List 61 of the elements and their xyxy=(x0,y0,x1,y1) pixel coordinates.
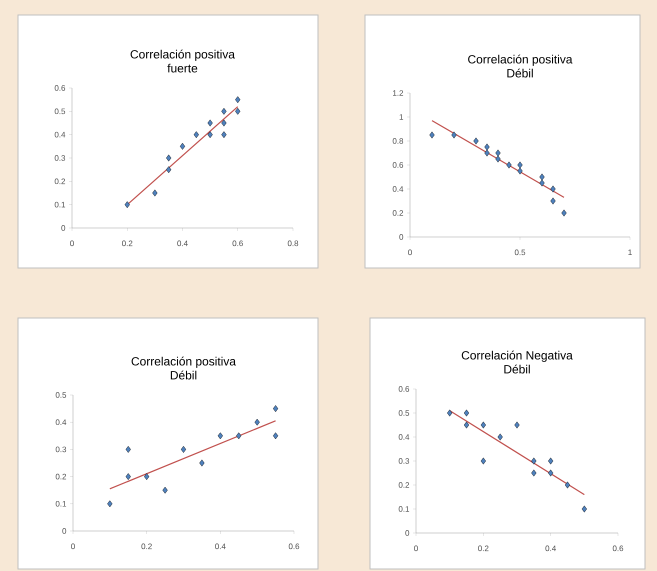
point xyxy=(564,482,570,488)
point xyxy=(152,190,158,196)
point xyxy=(582,506,587,512)
point xyxy=(484,144,490,150)
point xyxy=(548,458,554,464)
point xyxy=(166,154,172,162)
point xyxy=(221,108,227,115)
chart-title: Correlación Negativa xyxy=(462,350,573,362)
point xyxy=(272,432,278,440)
point xyxy=(235,96,240,104)
point xyxy=(514,422,520,428)
point xyxy=(235,108,240,115)
point xyxy=(539,174,545,180)
point xyxy=(550,186,556,192)
point xyxy=(272,405,278,412)
point xyxy=(531,470,536,476)
chart-subtitle: Débil xyxy=(504,364,530,374)
point xyxy=(208,120,213,126)
point xyxy=(451,132,457,138)
point xyxy=(236,432,242,440)
point xyxy=(495,156,501,162)
point xyxy=(180,142,186,150)
chart-subtitle: fuerte xyxy=(167,64,198,72)
point xyxy=(506,162,512,168)
point xyxy=(473,138,479,144)
point xyxy=(126,446,131,453)
chart-title: Correlación positiva xyxy=(130,50,235,61)
point xyxy=(484,150,490,156)
point xyxy=(464,410,470,416)
point xyxy=(194,131,199,138)
point xyxy=(144,473,150,480)
point xyxy=(517,168,523,174)
point xyxy=(531,458,536,464)
point xyxy=(561,210,567,216)
point xyxy=(166,166,172,174)
chart-subtitle: Débil xyxy=(507,68,533,78)
point xyxy=(517,162,523,168)
point xyxy=(254,418,260,426)
point xyxy=(124,201,130,208)
point xyxy=(550,198,556,204)
point xyxy=(199,460,205,466)
chart-title: Correlación positiva xyxy=(468,54,572,66)
point xyxy=(480,422,486,428)
point xyxy=(107,500,112,508)
point xyxy=(218,432,223,440)
point xyxy=(548,470,554,476)
point xyxy=(464,422,470,428)
chart-title: Correlación positiva xyxy=(132,356,236,368)
chart-subtitle: Débil xyxy=(170,370,196,380)
point xyxy=(495,150,501,156)
point xyxy=(221,120,227,126)
point xyxy=(480,458,486,464)
point xyxy=(208,131,213,138)
point xyxy=(162,486,168,494)
point xyxy=(429,132,435,138)
point xyxy=(498,434,503,440)
point xyxy=(221,131,227,138)
point xyxy=(539,180,545,186)
point xyxy=(180,446,186,453)
point xyxy=(447,410,452,416)
point xyxy=(126,473,131,480)
